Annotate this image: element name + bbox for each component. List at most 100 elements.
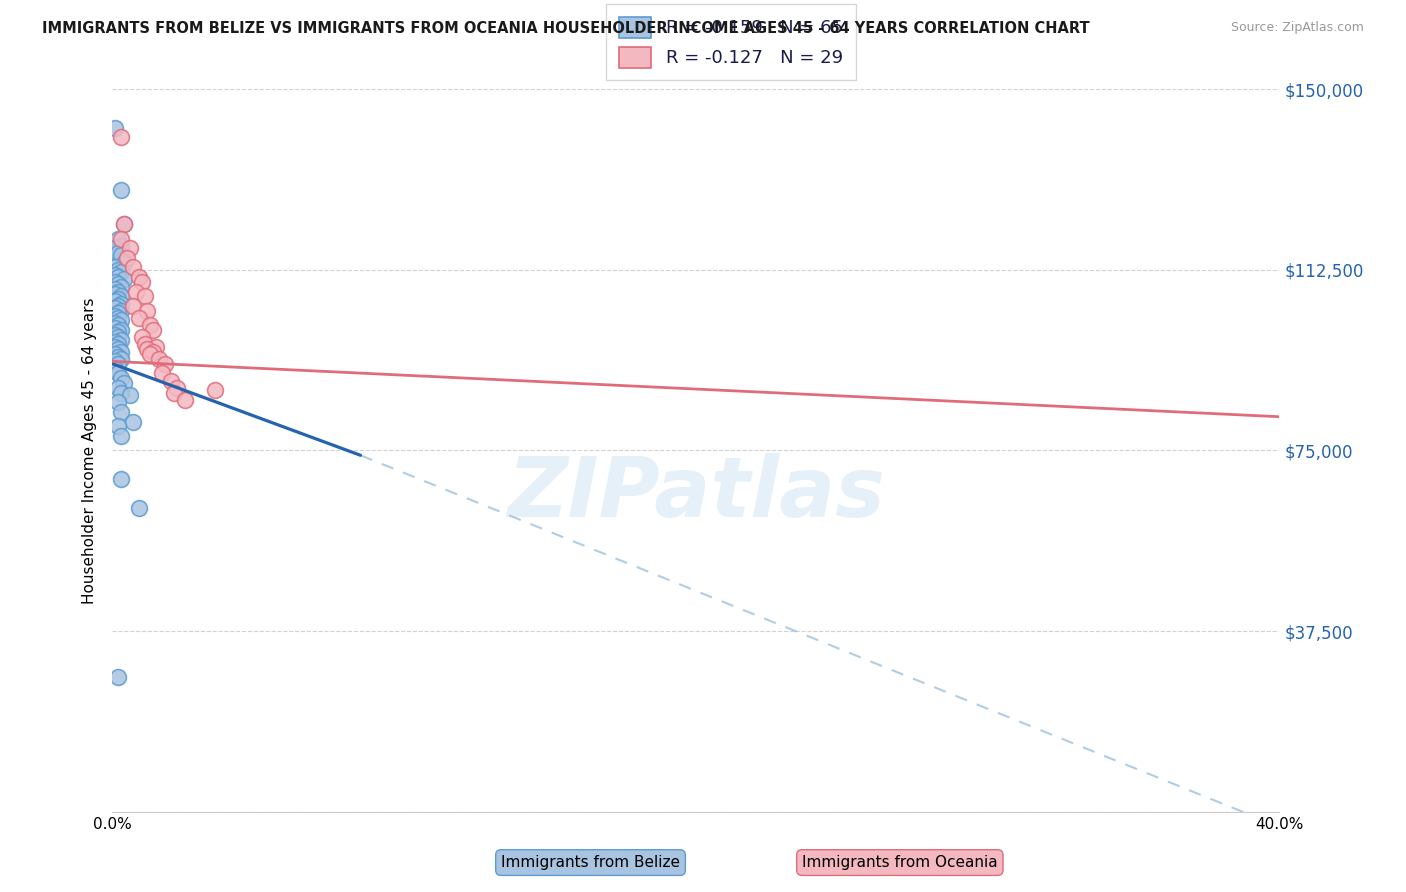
Point — [115, 251, 138, 265]
Point — [107, 231, 129, 245]
Point — [110, 296, 132, 310]
Point — [104, 260, 127, 275]
Text: Source: ZipAtlas.com: Source: ZipAtlas.com — [1230, 21, 1364, 34]
Point — [112, 217, 135, 231]
Point — [110, 385, 132, 400]
Point — [110, 289, 132, 303]
Point — [150, 367, 173, 381]
Point — [110, 351, 132, 366]
Point — [142, 323, 165, 337]
Point — [112, 376, 135, 390]
Point — [107, 246, 129, 260]
Point — [107, 337, 129, 351]
Point — [104, 294, 127, 309]
Point — [174, 392, 197, 407]
Text: IMMIGRANTS FROM BELIZE VS IMMIGRANTS FROM OCEANIA HOUSEHOLDER INCOME AGES 45 - 6: IMMIGRANTS FROM BELIZE VS IMMIGRANTS FRO… — [42, 21, 1090, 36]
Point — [125, 285, 148, 299]
Point — [107, 419, 129, 434]
Point — [107, 395, 129, 409]
Point — [142, 344, 165, 359]
Point — [104, 316, 127, 330]
Point — [139, 318, 162, 333]
Point — [107, 330, 129, 344]
Point — [107, 299, 129, 313]
Point — [107, 343, 129, 357]
Point — [148, 351, 170, 366]
Point — [107, 277, 129, 292]
Point — [104, 354, 127, 368]
Point — [112, 217, 135, 231]
Point — [136, 303, 159, 318]
Legend: R = -0.159   N = 65, R = -0.127   N = 29: R = -0.159 N = 65, R = -0.127 N = 29 — [606, 4, 856, 80]
Point — [139, 347, 162, 361]
Point — [107, 270, 129, 285]
Point — [104, 241, 127, 255]
Point — [104, 309, 127, 323]
Point — [107, 318, 129, 333]
Point — [104, 334, 127, 349]
Point — [107, 292, 129, 306]
Point — [104, 340, 127, 354]
Point — [104, 268, 127, 282]
Point — [110, 472, 132, 486]
Point — [134, 289, 156, 303]
Point — [104, 327, 127, 342]
Point — [110, 405, 132, 419]
Point — [204, 384, 226, 398]
Point — [107, 326, 129, 340]
Point — [153, 357, 176, 371]
Point — [110, 333, 132, 347]
Point — [104, 275, 127, 289]
Point — [110, 265, 132, 279]
Point — [104, 120, 127, 135]
Point — [112, 255, 135, 269]
Text: Immigrants from Oceania: Immigrants from Oceania — [801, 855, 998, 870]
Text: Immigrants from Belize: Immigrants from Belize — [501, 855, 681, 870]
Point — [110, 344, 132, 359]
Point — [128, 501, 150, 516]
Point — [104, 361, 127, 376]
Point — [110, 429, 132, 443]
Point — [118, 388, 141, 402]
Point — [122, 260, 145, 275]
Point — [110, 231, 132, 245]
Point — [104, 320, 127, 334]
Point — [110, 323, 132, 337]
Point — [134, 337, 156, 351]
Point — [145, 340, 167, 354]
Point — [118, 241, 141, 255]
Point — [128, 270, 150, 285]
Point — [163, 385, 186, 400]
Y-axis label: Householder Income Ages 45 - 64 years: Householder Income Ages 45 - 64 years — [82, 297, 97, 604]
Point — [131, 275, 153, 289]
Point — [122, 415, 145, 429]
Point — [110, 371, 132, 385]
Point — [107, 350, 129, 364]
Point — [122, 299, 145, 313]
Point — [107, 285, 129, 299]
Point — [107, 670, 129, 684]
Point — [107, 306, 129, 320]
Point — [104, 287, 127, 301]
Text: ZIPatlas: ZIPatlas — [508, 453, 884, 534]
Point — [131, 330, 153, 344]
Point — [160, 374, 183, 388]
Point — [104, 347, 127, 361]
Point — [110, 238, 132, 253]
Point — [136, 343, 159, 357]
Point — [112, 272, 135, 286]
Point — [110, 279, 132, 293]
Point — [110, 130, 132, 145]
Point — [110, 303, 132, 318]
Point — [166, 381, 188, 395]
Point — [110, 313, 132, 327]
Point — [107, 367, 129, 381]
Point — [107, 311, 129, 326]
Point — [110, 248, 132, 262]
Point — [104, 282, 127, 296]
Point — [104, 301, 127, 316]
Point — [128, 311, 150, 326]
Point — [110, 183, 132, 197]
Point — [107, 357, 129, 371]
Point — [107, 262, 129, 277]
